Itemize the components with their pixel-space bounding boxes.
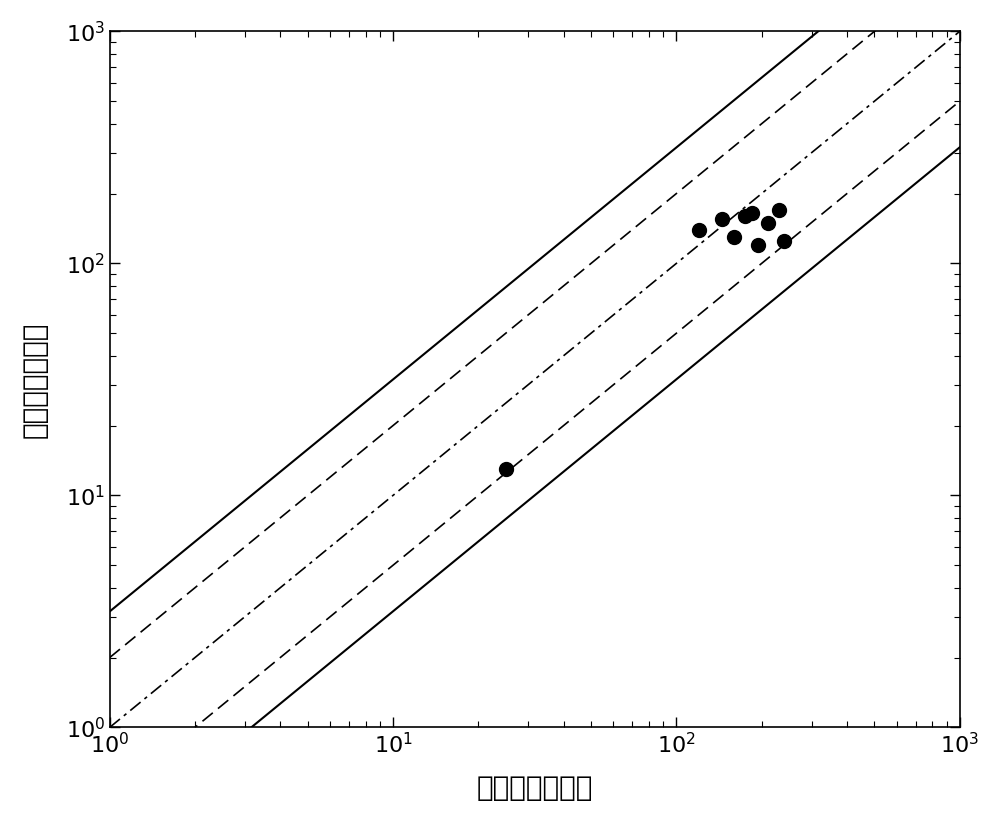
Point	[771, 203, 787, 216]
Point	[760, 216, 776, 229]
Point	[726, 230, 742, 244]
Point	[737, 210, 753, 223]
Point	[714, 212, 730, 226]
Point	[744, 207, 760, 220]
Point	[691, 223, 707, 236]
X-axis label: 试验寿命（周）: 试验寿命（周）	[476, 774, 593, 802]
Point	[750, 239, 766, 252]
Point	[498, 463, 514, 476]
Point	[776, 235, 792, 248]
Y-axis label: 预测寿命（周）: 预测寿命（周）	[21, 321, 49, 438]
